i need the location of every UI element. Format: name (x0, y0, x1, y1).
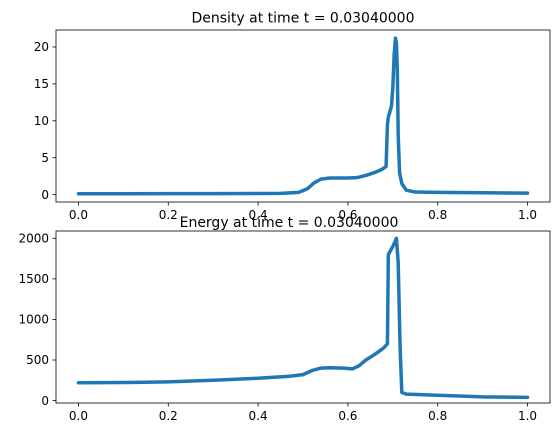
energy-y-tick-label: 500 (26, 353, 49, 367)
density-x-tick-label: 1.0 (518, 208, 537, 222)
density-x-tick-label: 0.8 (428, 208, 447, 222)
density-x-tick-label: 0.2 (159, 208, 178, 222)
density-y-tick-label: 0 (41, 188, 49, 202)
density-y-tick-label: 5 (41, 151, 49, 165)
energy-x-tick-label: 0.4 (249, 409, 268, 423)
density-y-tick-label: 10 (34, 114, 49, 128)
energy-x-tick-label: 0.0 (69, 409, 88, 423)
energy-x-tick-label: 0.8 (428, 409, 447, 423)
density-axes-frame (55, 29, 551, 203)
energy-y-tick-label: 2000 (18, 232, 49, 246)
density-ticks: 0.0 0.2 0.4 0.6 0.8 1.0 0 5 10 15 20 (34, 40, 537, 222)
density-x-tick-label: 0.4 (249, 208, 268, 222)
energy-series-line-0 (76, 236, 530, 400)
energy-x-tick-label: 0.6 (338, 409, 357, 423)
energy-chart: Energy at time t = 0.03040000 0.0 0.2 0.4 0… (18, 215, 551, 423)
density-x-tick-label: 0.6 (338, 208, 357, 222)
density-x-tick-label: 0.0 (69, 208, 88, 222)
density-series-line-0 (76, 36, 530, 196)
energy-plot (76, 236, 530, 400)
energy-y-tick-label: 0 (41, 394, 49, 408)
energy-title: Energy at time t = 0.03040000 (180, 215, 399, 231)
density-y-tick-label: 20 (34, 40, 49, 54)
energy-ticks: 0.0 0.2 0.4 0.6 0.8 1.0 0 500 1000 1500 2000 (18, 232, 537, 423)
density-y-tick-label: 15 (34, 77, 49, 91)
density-chart: Density at time t = 0.03040000 0.0 0.2 0.4… (34, 11, 551, 222)
density-title: Density at time t = 0.03040000 (191, 11, 414, 27)
energy-x-tick-label: 1.0 (518, 409, 537, 423)
energy-axes-frame (55, 230, 551, 404)
energy-y-tick-label: 1000 (18, 313, 49, 327)
density-plot (76, 36, 530, 196)
energy-y-tick-label: 1500 (18, 272, 49, 286)
energy-x-tick-label: 0.2 (159, 409, 178, 423)
